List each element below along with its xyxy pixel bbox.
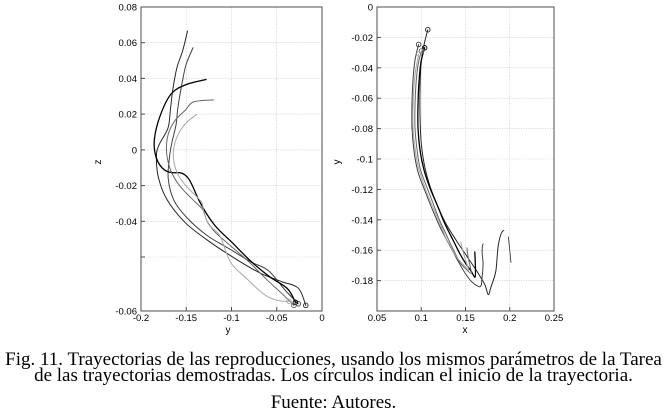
svg-text:0: 0 bbox=[368, 3, 373, 14]
svg-text:x: x bbox=[463, 325, 468, 336]
svg-text:-0.18: -0.18 bbox=[351, 276, 373, 287]
svg-text:0.08: 0.08 bbox=[119, 3, 138, 14]
svg-text:0: 0 bbox=[132, 145, 137, 156]
svg-text:0.06: 0.06 bbox=[119, 38, 138, 49]
svg-text:0: 0 bbox=[319, 313, 324, 324]
svg-text:-0.1: -0.1 bbox=[223, 313, 239, 324]
svg-text:-0.12: -0.12 bbox=[351, 185, 373, 196]
svg-text:-0.08: -0.08 bbox=[351, 124, 373, 135]
svg-text:-0.06: -0.06 bbox=[351, 94, 373, 105]
svg-text:-0.14: -0.14 bbox=[351, 215, 373, 226]
svg-text:-0.02: -0.02 bbox=[351, 33, 373, 44]
svg-text:-0.06: -0.06 bbox=[115, 307, 137, 318]
svg-text:0.04: 0.04 bbox=[119, 74, 138, 85]
svg-text:-0.05: -0.05 bbox=[266, 313, 288, 324]
svg-text:-0.04: -0.04 bbox=[115, 217, 137, 228]
svg-text:0.15: 0.15 bbox=[456, 313, 475, 324]
svg-text:z: z bbox=[93, 160, 104, 165]
svg-text:-0.04: -0.04 bbox=[351, 63, 373, 74]
svg-text:0.1: 0.1 bbox=[415, 313, 428, 324]
svg-text:-0.15: -0.15 bbox=[175, 313, 197, 324]
svg-text:-0.02: -0.02 bbox=[115, 181, 137, 192]
svg-text:-0.16: -0.16 bbox=[351, 246, 373, 257]
svg-text:y: y bbox=[332, 160, 343, 165]
svg-text:-0.1: -0.1 bbox=[357, 155, 373, 166]
svg-text:0.02: 0.02 bbox=[119, 110, 138, 121]
svg-text:0.25: 0.25 bbox=[545, 313, 564, 324]
svg-text:0.05: 0.05 bbox=[368, 313, 387, 324]
svg-text:y: y bbox=[226, 325, 231, 336]
svg-text:0.2: 0.2 bbox=[503, 313, 516, 324]
